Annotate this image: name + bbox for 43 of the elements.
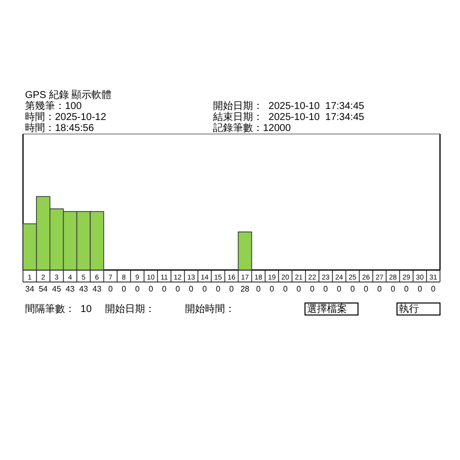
text: 開始日期： <box>105 303 155 315</box>
data-label: 0 <box>431 284 436 294</box>
data-label: 0 <box>175 284 180 294</box>
annotation: 時間：18:45:56 <box>25 122 94 134</box>
data-label: 0 <box>390 284 396 294</box>
text: 間隔筆數： 10 <box>25 303 92 315</box>
text: 時間：2025-10-12 <box>25 111 107 123</box>
data-label: 0 <box>256 284 262 294</box>
data-label: 43 <box>66 284 76 294</box>
text: 結束日期： 2025-10-10 17:34:45 <box>212 111 365 123</box>
data-label: 0 <box>364 284 369 294</box>
data-label: 34 <box>25 284 35 294</box>
data-label: 45 <box>52 284 62 294</box>
data-label: 0 <box>122 284 127 294</box>
data-label: 0 <box>162 284 168 294</box>
data-label: 0 <box>108 284 114 294</box>
data-label: 0 <box>296 284 302 294</box>
data-label: 0 <box>377 284 382 294</box>
annotation: 記錄筆數：12000 <box>213 122 292 134</box>
data-label: 0 <box>283 284 288 294</box>
text: 選擇檔案 <box>307 303 347 315</box>
data-label: 0 <box>404 284 410 294</box>
text: 開始時間： <box>185 303 235 315</box>
data-label: 0 <box>270 284 275 294</box>
title: GPS 紀錄 顯示軟體 <box>25 90 112 101</box>
text: 執行 <box>399 303 419 315</box>
data-label: 0 <box>188 284 194 294</box>
data-label: 0 <box>310 284 315 294</box>
data-label: 0 <box>202 284 208 294</box>
data-label: 0 <box>216 284 221 294</box>
text: 第幾筆：100 <box>25 100 82 112</box>
text: 開始日期： 2025-10-10 17:34:45 <box>213 100 365 112</box>
data-label: 0 <box>418 284 423 294</box>
data-label: 0 <box>148 284 154 294</box>
data-label: 54 <box>38 284 48 294</box>
data-label: 0 <box>323 284 328 294</box>
data-label: 0 <box>336 284 342 294</box>
data-label: 43 <box>92 284 102 294</box>
data-label: 0 <box>350 284 356 294</box>
data-label: 28 <box>240 284 250 294</box>
data-label: 0 <box>135 284 140 294</box>
data-label: 0 <box>229 284 234 294</box>
data-label: 43 <box>79 284 89 294</box>
